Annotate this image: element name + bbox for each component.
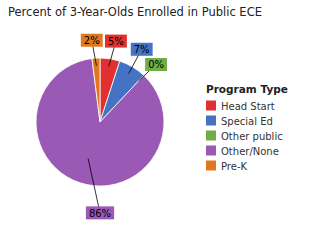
label-box xyxy=(105,35,127,48)
pie xyxy=(36,58,164,186)
data-label-text: 2% xyxy=(84,35,100,46)
leader-line xyxy=(88,159,100,213)
legend-title: Program Type xyxy=(206,83,288,95)
legend-entry: Pre-K xyxy=(221,161,248,172)
data-label-text: 5% xyxy=(108,36,124,47)
title: Percent of 3-Year-Olds Enrolled in Publi… xyxy=(8,5,262,19)
label-box xyxy=(131,43,153,56)
chart: Percent of 3-Year-Olds Enrolled in Publi… xyxy=(0,0,325,229)
legend: Program Type Head Start Special Ed Other pu… xyxy=(206,83,288,172)
legend-swatch xyxy=(206,131,216,141)
legend-entry: Other/None xyxy=(221,146,279,157)
legend-entry: Other public xyxy=(221,131,283,142)
data-label: 0% xyxy=(145,58,167,71)
legend-swatch xyxy=(206,116,216,126)
legend-swatch xyxy=(206,161,216,171)
legend-entry: Special Ed xyxy=(221,116,273,127)
data-label: 2% xyxy=(81,34,103,47)
data-labels: 5% 7% 0% 86% 2% xyxy=(81,34,167,220)
data-label: 86% xyxy=(86,206,114,219)
label-box xyxy=(86,206,114,219)
legend-swatch xyxy=(206,101,216,111)
slice xyxy=(92,58,100,122)
legend-swatch xyxy=(206,146,216,156)
slice xyxy=(36,59,164,186)
label-box xyxy=(145,58,167,71)
legend-entry: Head Start xyxy=(221,101,275,112)
data-label-text: 7% xyxy=(134,44,150,55)
data-label-text: 0% xyxy=(148,59,164,70)
data-label: 7% xyxy=(131,43,153,56)
data-label-text: 86% xyxy=(89,208,111,219)
label-box xyxy=(81,34,103,47)
data-label: 5% xyxy=(105,35,127,48)
